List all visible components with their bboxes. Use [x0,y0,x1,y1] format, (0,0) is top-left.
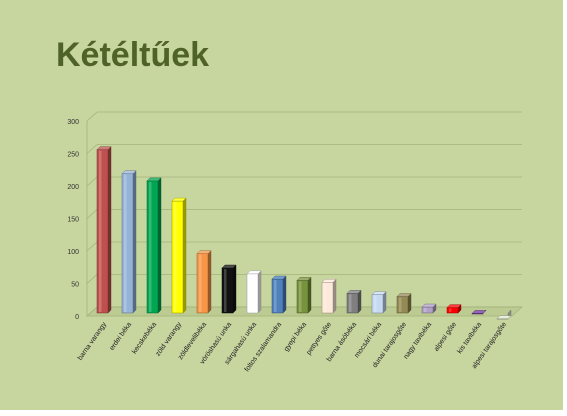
x-tick-label: pettyes gőte [306,321,334,356]
bar [121,170,137,314]
bar [371,291,387,314]
y-tick-label: 200 [67,184,79,191]
gridline-depth [86,144,98,154]
y-tick-label: 250 [67,152,79,159]
x-tick-label: zöld varangy [155,321,184,358]
bar [96,146,112,314]
x-tick-label: erdei béka [109,321,134,352]
bar [171,197,187,314]
x-tick-label: kecskebéka [131,321,158,355]
bar [496,309,512,320]
gridline-depth [86,241,98,252]
y-tick-label: 0 [75,314,79,321]
x-tick-label: barna varangy [77,321,109,362]
gridline-depth [86,209,98,219]
gridline-depth [86,306,98,317]
chart-bars [96,146,512,320]
bar [296,276,312,314]
bar [321,278,337,314]
gridline-depth [86,274,98,284]
bar [271,275,287,314]
bar [446,304,462,314]
bar [196,250,212,314]
x-tick-label: nagy tavibéka [403,321,434,360]
slide-title: Kétéltűek [56,36,210,74]
bar [246,270,262,314]
gridline-depth [86,111,98,122]
y-tick-label: 300 [67,119,79,126]
x-tick-label: kis tavibéka [456,321,483,355]
bar [396,293,412,314]
y-axis: 0 50 100 150 200 250 300 [67,119,88,321]
x-tick-label: gyepi béka [283,321,308,353]
bar [146,177,162,314]
bar [471,309,487,315]
bar [221,264,237,314]
x-tick-label: alpesi gőte [433,321,458,353]
y-tick-label: 150 [67,217,79,224]
bar [346,289,362,314]
y-tick-label: 100 [67,249,79,256]
bar [421,303,437,314]
y-tick-label: 50 [71,282,79,289]
gridline-depth [86,176,98,187]
